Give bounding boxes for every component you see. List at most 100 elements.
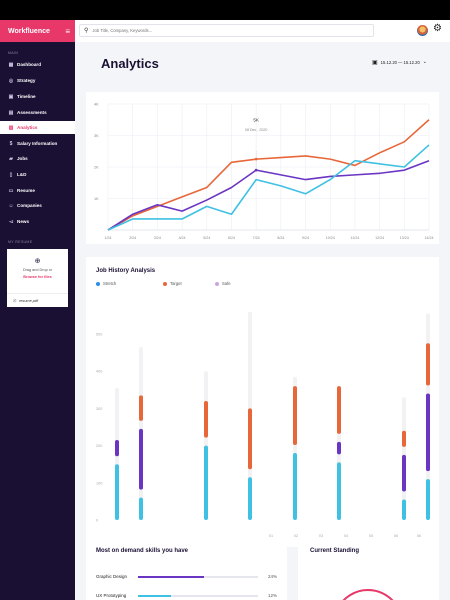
job-history-chart: 500 400 300 200 100 0 01 02 03 04 05 06 06 xyxy=(96,311,430,538)
sidebar-item-timeline[interactable]: ▣ Timeline xyxy=(0,90,75,103)
job-history-title: Job History Analysis xyxy=(96,268,156,274)
legend-target[interactable]: Target xyxy=(163,281,182,286)
y-tick-label: 3K xyxy=(94,134,99,138)
tooltip-date: 08 Dec , 2020 xyxy=(245,128,267,132)
bar-purple xyxy=(115,440,119,457)
skill-label-ux-prototyping: UX Prototyping xyxy=(96,593,127,598)
x-tick-label: 4/24 xyxy=(179,236,186,240)
bar-purple xyxy=(139,428,143,490)
date-range-picker[interactable]: ▣ 15.12.20 — 15.12.20 ⌄ xyxy=(372,57,427,67)
sidebar-item-label: Assessments xyxy=(17,110,47,115)
legend-label-target: Target xyxy=(170,281,182,286)
sidebar-item-dashboard[interactable]: ▦ Dashboard xyxy=(0,58,75,71)
resume-dropzone[interactable]: ⊕ Drag and Drop or Browse for files ⎘ re… xyxy=(7,249,68,307)
x-tick-label: 10/24 xyxy=(326,236,335,240)
tooltip-point xyxy=(254,157,258,161)
skill-fill-graphic-design xyxy=(138,576,204,578)
x-tick-label: 9/24 xyxy=(302,236,309,240)
sidebar-item-news[interactable]: ◅ News xyxy=(0,215,75,228)
bar-cyan xyxy=(337,462,341,520)
bar-purple xyxy=(426,393,430,472)
sidebar-item-resume[interactable]: ▭ Resume xyxy=(0,184,75,197)
sidebar-item-label: Dashboard xyxy=(17,62,41,67)
legend-safe[interactable]: Safe xyxy=(215,281,231,286)
skills-card: Most on demand skills you have Graphic D… xyxy=(86,540,287,600)
legend-dot-target xyxy=(163,281,167,286)
bar-purple xyxy=(402,454,406,492)
avatar[interactable] xyxy=(417,25,428,36)
skill-label-graphic-design: Graphic Design xyxy=(96,574,128,579)
folder-icon: ▭ xyxy=(8,187,14,194)
book-icon: ▯ xyxy=(9,171,13,178)
bar-orange xyxy=(337,386,341,434)
standing-gauge xyxy=(342,589,394,600)
bar-cyan xyxy=(115,464,119,520)
x-tick-label: 1/24 xyxy=(105,236,112,240)
paperclip-icon: ⎘ xyxy=(13,298,17,303)
section-label-main: MAIN xyxy=(8,51,19,55)
grid-icon: ▦ xyxy=(8,61,14,68)
bar-cyan xyxy=(139,497,143,520)
sidebar-item-label: Resume xyxy=(17,188,35,193)
bar-x-tick-label: 04 xyxy=(344,534,348,538)
x-tick-label: 6/24 xyxy=(228,236,235,240)
resume-file[interactable]: ⎘ resume.pdf xyxy=(7,293,68,307)
standing-title: Current Standing xyxy=(310,548,359,554)
search-icon: ⚲ xyxy=(84,28,89,34)
skills-title: Most on demand skills you have xyxy=(96,548,189,554)
bar-y-tick-label: 300 xyxy=(96,407,102,411)
dropzone-text: Drag and Drop or xyxy=(22,268,53,272)
legend-stretch[interactable]: Stretch xyxy=(96,281,116,286)
bar-x-tick-label: 03 xyxy=(319,534,323,538)
brand-name: Workfluence xyxy=(8,27,50,35)
tooltip-value: 5K xyxy=(253,117,260,122)
target-icon: ◎ xyxy=(8,77,14,84)
chevron-down-icon: ⌄ xyxy=(422,59,427,65)
sidebar-item-jobs[interactable]: ▰ Jobs xyxy=(0,152,75,165)
standing-gauge-arc xyxy=(342,589,394,600)
sidebar-item-l-d[interactable]: ▯ L&D xyxy=(0,168,75,181)
date-range-value: 15.12.20 — 15.12.20 xyxy=(380,59,420,65)
sidebar-item-label: Jobs xyxy=(17,156,28,161)
skill-track-ux-prototyping xyxy=(138,595,258,597)
sidebar-item-strategy[interactable]: ◎ Strategy xyxy=(0,74,75,87)
bar-x-tick-label: 02 xyxy=(294,534,298,538)
skill-pct-graphic-design: 24% xyxy=(268,574,278,579)
sidebar-item-label: Timeline xyxy=(17,94,36,99)
sidebar: Workfluence ≡ MAIN ▦ Dashboard ◎ Strategy ▣ T… xyxy=(0,20,75,600)
sidebar-item-salary-information[interactable]: $ Salary Information xyxy=(0,137,75,150)
skill-pct-ux-prototyping: 12% xyxy=(268,593,278,598)
bar-cyan xyxy=(426,479,430,520)
sidebar-item-companies[interactable]: ☺ Companies xyxy=(0,199,75,212)
upload-icon: ⊕ xyxy=(34,258,41,265)
x-tick-label: 2/24 xyxy=(129,236,136,240)
bar-x-tick-label: 06 xyxy=(394,534,398,538)
x-tick-label: 14/24 xyxy=(425,236,434,240)
gear-icon[interactable]: ⚙ xyxy=(433,23,442,34)
calendar-icon: ▣ xyxy=(8,93,14,100)
browse-files-link[interactable]: Browse for files xyxy=(23,275,52,279)
bar-cyan xyxy=(293,453,297,520)
legend-label-stretch: Stretch xyxy=(103,281,117,286)
x-tick-label: 12/24 xyxy=(375,236,384,240)
bar-cyan xyxy=(248,477,252,520)
chart-icon: ▥ xyxy=(8,124,14,131)
sidebar-item-label: Salary Information xyxy=(17,141,58,146)
sidebar-item-analytics[interactable]: ▥ Analytics xyxy=(0,121,75,134)
legend-dot-safe xyxy=(215,281,219,286)
people-icon: ☺ xyxy=(8,202,14,209)
standing-card: Current Standing xyxy=(298,540,439,600)
job-history-card: Job History Analysis Stretch Target Safe… xyxy=(86,257,439,547)
bar-x-tick-label: 01 xyxy=(269,534,273,538)
line-series-0 xyxy=(107,119,430,231)
bar-orange xyxy=(293,386,297,446)
legend-dot-stretch xyxy=(96,281,100,286)
topbar: ⚲ ⚙ xyxy=(75,20,450,42)
x-tick-label: 7/24 xyxy=(253,236,260,240)
bar-y-tick-label: 500 xyxy=(96,333,102,337)
hamburger-icon[interactable]: ≡ xyxy=(65,26,70,36)
sidebar-item-assessments[interactable]: ▤ Assessments xyxy=(0,106,75,119)
brand-bar: Workfluence ≡ xyxy=(0,20,75,42)
bar-y-tick-label: 400 xyxy=(96,370,102,374)
search-input[interactable] xyxy=(92,28,353,33)
